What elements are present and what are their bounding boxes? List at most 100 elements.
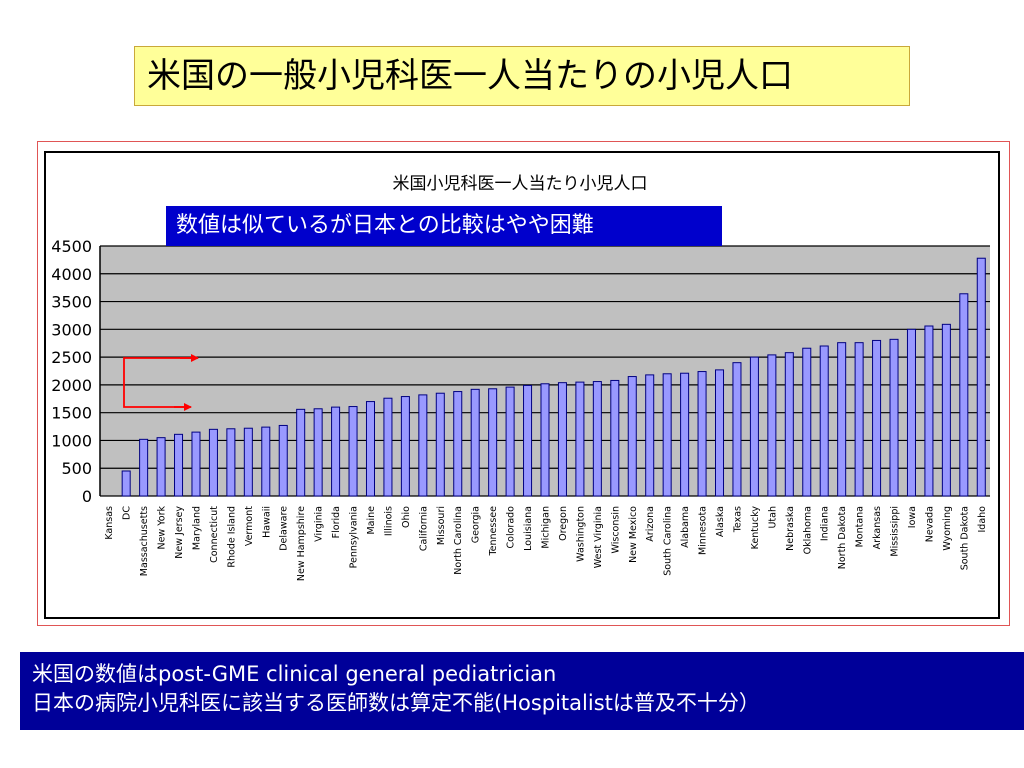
x-tick-label: Hawaii: [261, 506, 272, 538]
bar: [365, 401, 376, 497]
bar: [557, 382, 567, 497]
x-tick-label: West Virginia: [593, 506, 604, 568]
x-tick-label: Virginia: [314, 506, 325, 542]
bar: [191, 431, 201, 497]
bar: [296, 408, 306, 497]
bar: [453, 391, 463, 497]
x-tick-label: Alaska: [715, 506, 726, 537]
x-axis-labels: Kansas DC Massachusetts New York New Jersey M…: [104, 506, 988, 582]
x-tick-label: Delaware: [279, 506, 290, 551]
bar: [226, 428, 236, 497]
x-tick-label: South Dakota: [959, 506, 970, 570]
x-tick-label: Kansas: [104, 506, 115, 540]
x-tick-label: Wisconsin: [610, 506, 621, 553]
bar: [802, 347, 812, 497]
x-tick-label: Mississippi: [890, 506, 901, 557]
bar: [174, 433, 184, 497]
x-tick-label: Texas: [732, 506, 743, 533]
bar: [645, 374, 655, 497]
bar: [924, 325, 934, 497]
bar: [331, 406, 341, 497]
x-tick-label: Indiana: [820, 506, 831, 541]
x-tick-label: New York: [157, 506, 168, 550]
slide-title: 米国の一般小児科医一人当たりの小児人口: [134, 46, 910, 106]
x-tick-label: Colorado: [506, 506, 517, 549]
y-tick-label: 2000: [51, 376, 92, 395]
bar: [400, 396, 410, 497]
footer-note: 米国の数値はpost-GME clinical general pediatri…: [20, 652, 1024, 730]
x-tick-label: Arizona: [645, 506, 656, 542]
x-tick-label: New Jersey: [174, 506, 185, 559]
x-tick-label: Massachusetts: [139, 506, 150, 576]
bar: [592, 381, 602, 497]
y-tick-label: 3500: [51, 293, 92, 312]
x-tick-label: Washington: [575, 506, 586, 562]
x-tick-label: Nevada: [924, 506, 935, 542]
bar: [261, 426, 271, 497]
callout-note: 数値は似ているが日本との比較はやや困難: [166, 206, 722, 246]
bar: [732, 362, 742, 497]
x-tick-label: North Carolina: [453, 506, 464, 575]
bar: [383, 397, 393, 497]
bar: [418, 394, 428, 497]
bar: [872, 339, 882, 497]
bar: [313, 408, 323, 497]
bar: [749, 356, 759, 497]
y-axis-ticks: 0 500 1000 1500 2000 2500 3000 3500 4000 4500: [51, 237, 92, 506]
x-tick-label: Kentucky: [750, 506, 761, 550]
bar: [470, 388, 480, 497]
bracket-arrows-annotation: [123, 354, 199, 411]
y-tick-label: 4000: [51, 265, 92, 284]
footer-line-1: 米国の数値はpost-GME clinical general pediatri…: [32, 662, 557, 686]
x-tick-label: Oklahoma: [802, 506, 813, 554]
x-tick-label: New Hampshire: [296, 506, 307, 581]
x-tick-label: New Mexico: [628, 506, 639, 563]
y-tick-label: 2500: [51, 348, 92, 367]
x-tick-label: Maryland: [191, 506, 202, 550]
bar: [575, 381, 585, 497]
x-tick-label: Oregon: [558, 506, 569, 541]
x-tick-label: California: [418, 506, 429, 551]
x-tick-label: Utah: [767, 506, 778, 529]
x-tick-label: Idaho: [977, 506, 988, 533]
x-tick-label: DC: [122, 506, 133, 520]
bar: [819, 345, 829, 497]
bar: [767, 354, 777, 497]
y-tick-label: 4500: [51, 237, 92, 256]
x-tick-label: Montana: [855, 506, 866, 547]
bar: [121, 470, 131, 497]
chart-title: 米国小児科医一人当たり小児人口: [392, 174, 648, 194]
y-tick-label: 500: [61, 459, 92, 478]
bars: [121, 257, 986, 497]
bar: [156, 437, 166, 497]
bar: [941, 323, 951, 497]
bar: [662, 373, 672, 497]
x-tick-label: Vermont: [244, 506, 255, 546]
bar: [889, 338, 899, 497]
bar: [540, 383, 550, 497]
bar: [976, 257, 986, 497]
x-tick-label: Minnesota: [698, 506, 709, 555]
bar: [208, 428, 218, 497]
x-tick-label: Iowa: [907, 506, 918, 528]
bar: [139, 438, 149, 497]
x-tick-label: Florida: [331, 506, 342, 538]
bar: [714, 369, 725, 497]
x-tick-label: Alabama: [680, 506, 691, 548]
x-tick-label: Michigan: [541, 506, 552, 549]
x-tick-label: North Dakota: [837, 506, 848, 569]
x-tick-label: Pennsylvania: [349, 506, 360, 568]
bar: [906, 328, 916, 497]
bar: [435, 392, 445, 497]
bar: [784, 352, 794, 497]
bar: [348, 406, 358, 497]
bar: [959, 293, 969, 497]
y-tick-label: 1500: [51, 404, 92, 423]
bar: [505, 386, 515, 497]
y-tick-label: 1000: [51, 431, 92, 450]
bar: [523, 384, 533, 497]
x-tick-label: Arkansas: [872, 506, 883, 549]
x-tick-label: Rhode Island: [226, 506, 237, 568]
bar: [854, 342, 864, 497]
